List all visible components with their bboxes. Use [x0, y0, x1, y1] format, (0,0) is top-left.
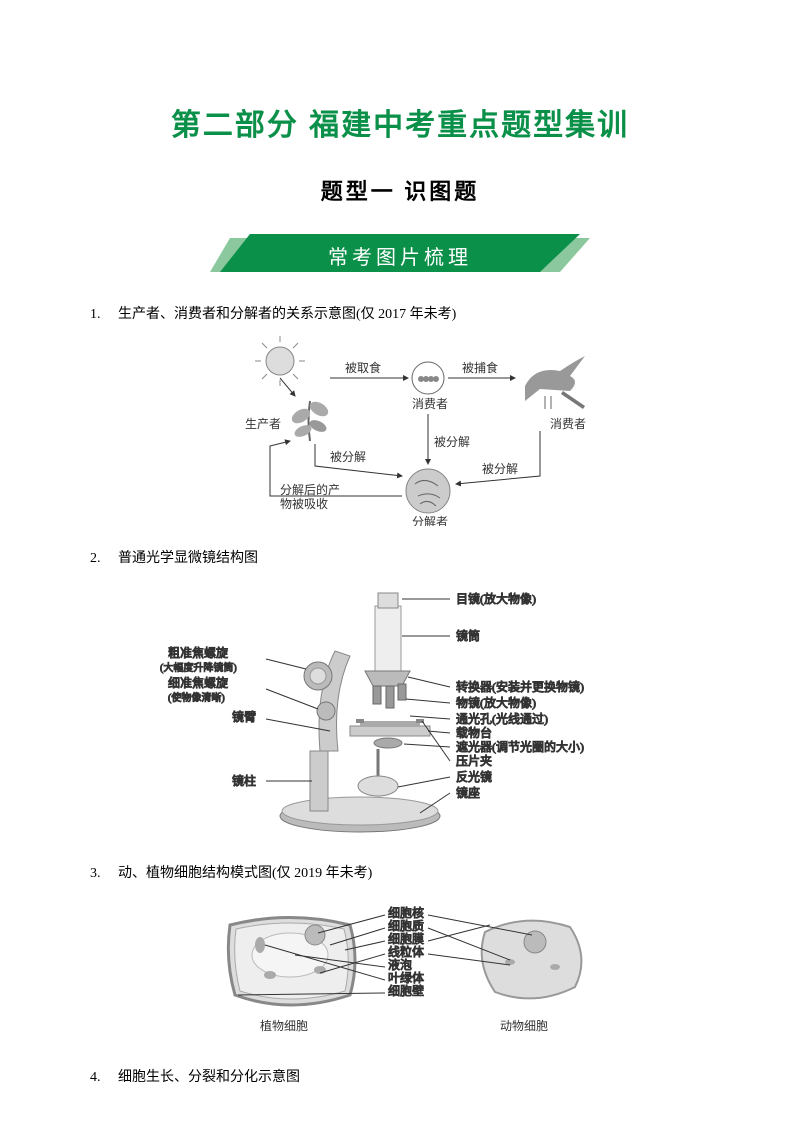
- svg-text:被取食: 被取食: [345, 360, 381, 375]
- svg-text:细胞壁: 细胞壁: [388, 983, 424, 998]
- main-title: 第二部分 福建中考重点题型集训: [90, 100, 710, 144]
- svg-text:载物台: 载物台: [456, 725, 492, 740]
- svg-text:叶绿体: 叶绿体: [388, 970, 424, 985]
- svg-text:(使物像清晰): (使物像清晰): [168, 691, 225, 704]
- svg-text:被分解: 被分解: [482, 462, 518, 476]
- svg-text:分解者: 分解者: [412, 515, 448, 526]
- svg-text:镜筒: 镜筒: [456, 628, 480, 643]
- list-item: 3. 动、植物细胞结构模式图(仅 2019 年未考): [90, 863, 710, 885]
- item-number: 1.: [90, 304, 118, 326]
- section-banner: 常考图片梳理: [90, 234, 710, 276]
- item-text: 普通光学显微镜结构图: [118, 548, 710, 570]
- svg-text:(大幅度升降镜筒): (大幅度升降镜筒): [160, 661, 237, 674]
- svg-text:被分解: 被分解: [434, 435, 470, 449]
- svg-text:线粒体: 线粒体: [388, 944, 424, 959]
- svg-text:遮光器(调节光圈的大小): 遮光器(调节光圈的大小): [456, 739, 584, 754]
- list-item: 2. 普通光学显微镜结构图: [90, 548, 710, 570]
- svg-text:镜座: 镜座: [456, 785, 480, 800]
- svg-text:转换器(安装并更换物镜): 转换器(安装并更换物镜): [456, 679, 584, 694]
- svg-text:消费者: 消费者: [412, 397, 448, 411]
- item-text: 细胞生长、分裂和分化示意图: [118, 1067, 710, 1089]
- figure-microscope: 目镜(放大物像) 镜筒 转换器(安装并更换物镜) 物镜(放大物像) 通光孔(光线…: [90, 581, 710, 841]
- svg-text:镜臂: 镜臂: [232, 709, 256, 724]
- item-number: 3.: [90, 863, 118, 885]
- svg-text:分解后的产: 分解后的产: [280, 482, 340, 497]
- svg-text:消费者: 消费者: [550, 417, 586, 431]
- svg-text:物镜(放大物像): 物镜(放大物像): [456, 695, 536, 710]
- figure-cells: 植物细胞 动物细胞 细胞核 细胞质 细胞膜 线粒体 液泡 叶绿体 细胞壁: [90, 895, 710, 1045]
- svg-text:液泡: 液泡: [388, 957, 412, 972]
- banner-text: 常考图片梳理: [328, 241, 472, 270]
- svg-text:细准焦螺旋: 细准焦螺旋: [168, 676, 228, 690]
- item-text: 动、植物细胞结构模式图(仅 2019 年未考): [118, 863, 710, 885]
- list-item: 1. 生产者、消费者和分解者的关系示意图(仅 2017 年未考): [90, 304, 710, 326]
- svg-text:通光孔(光线通过): 通光孔(光线通过): [456, 712, 548, 726]
- svg-text:粗准焦螺旋: 粗准焦螺旋: [168, 646, 228, 660]
- sub-title: 题型一 识图题: [90, 174, 710, 206]
- svg-text:反光镜: 反光镜: [456, 769, 492, 784]
- svg-text:被捕食: 被捕食: [462, 360, 498, 375]
- figure-ecosystem: 生产者 消费者 消费者 分解者 被取食 被捕食 被分解 被分解 被分解 分解后的…: [90, 336, 710, 526]
- item-number: 2.: [90, 548, 118, 570]
- svg-text:生产者: 生产者: [245, 417, 281, 431]
- svg-text:压片夹: 压片夹: [456, 754, 492, 768]
- svg-text:物被吸收: 物被吸收: [280, 497, 328, 511]
- svg-text:细胞核: 细胞核: [388, 906, 424, 920]
- item-text: 生产者、消费者和分解者的关系示意图(仅 2017 年未考): [118, 304, 710, 326]
- svg-text:细胞膜: 细胞膜: [388, 932, 424, 946]
- svg-text:细胞质: 细胞质: [388, 919, 424, 933]
- svg-text:目镜(放大物像): 目镜(放大物像): [456, 591, 536, 606]
- list-item: 4. 细胞生长、分裂和分化示意图: [90, 1067, 710, 1089]
- svg-text:被分解: 被分解: [330, 450, 366, 464]
- item-number: 4.: [90, 1067, 118, 1089]
- svg-text:镜柱: 镜柱: [232, 773, 256, 788]
- svg-text:动物细胞: 动物细胞: [500, 1019, 548, 1033]
- svg-text:植物细胞: 植物细胞: [260, 1018, 308, 1033]
